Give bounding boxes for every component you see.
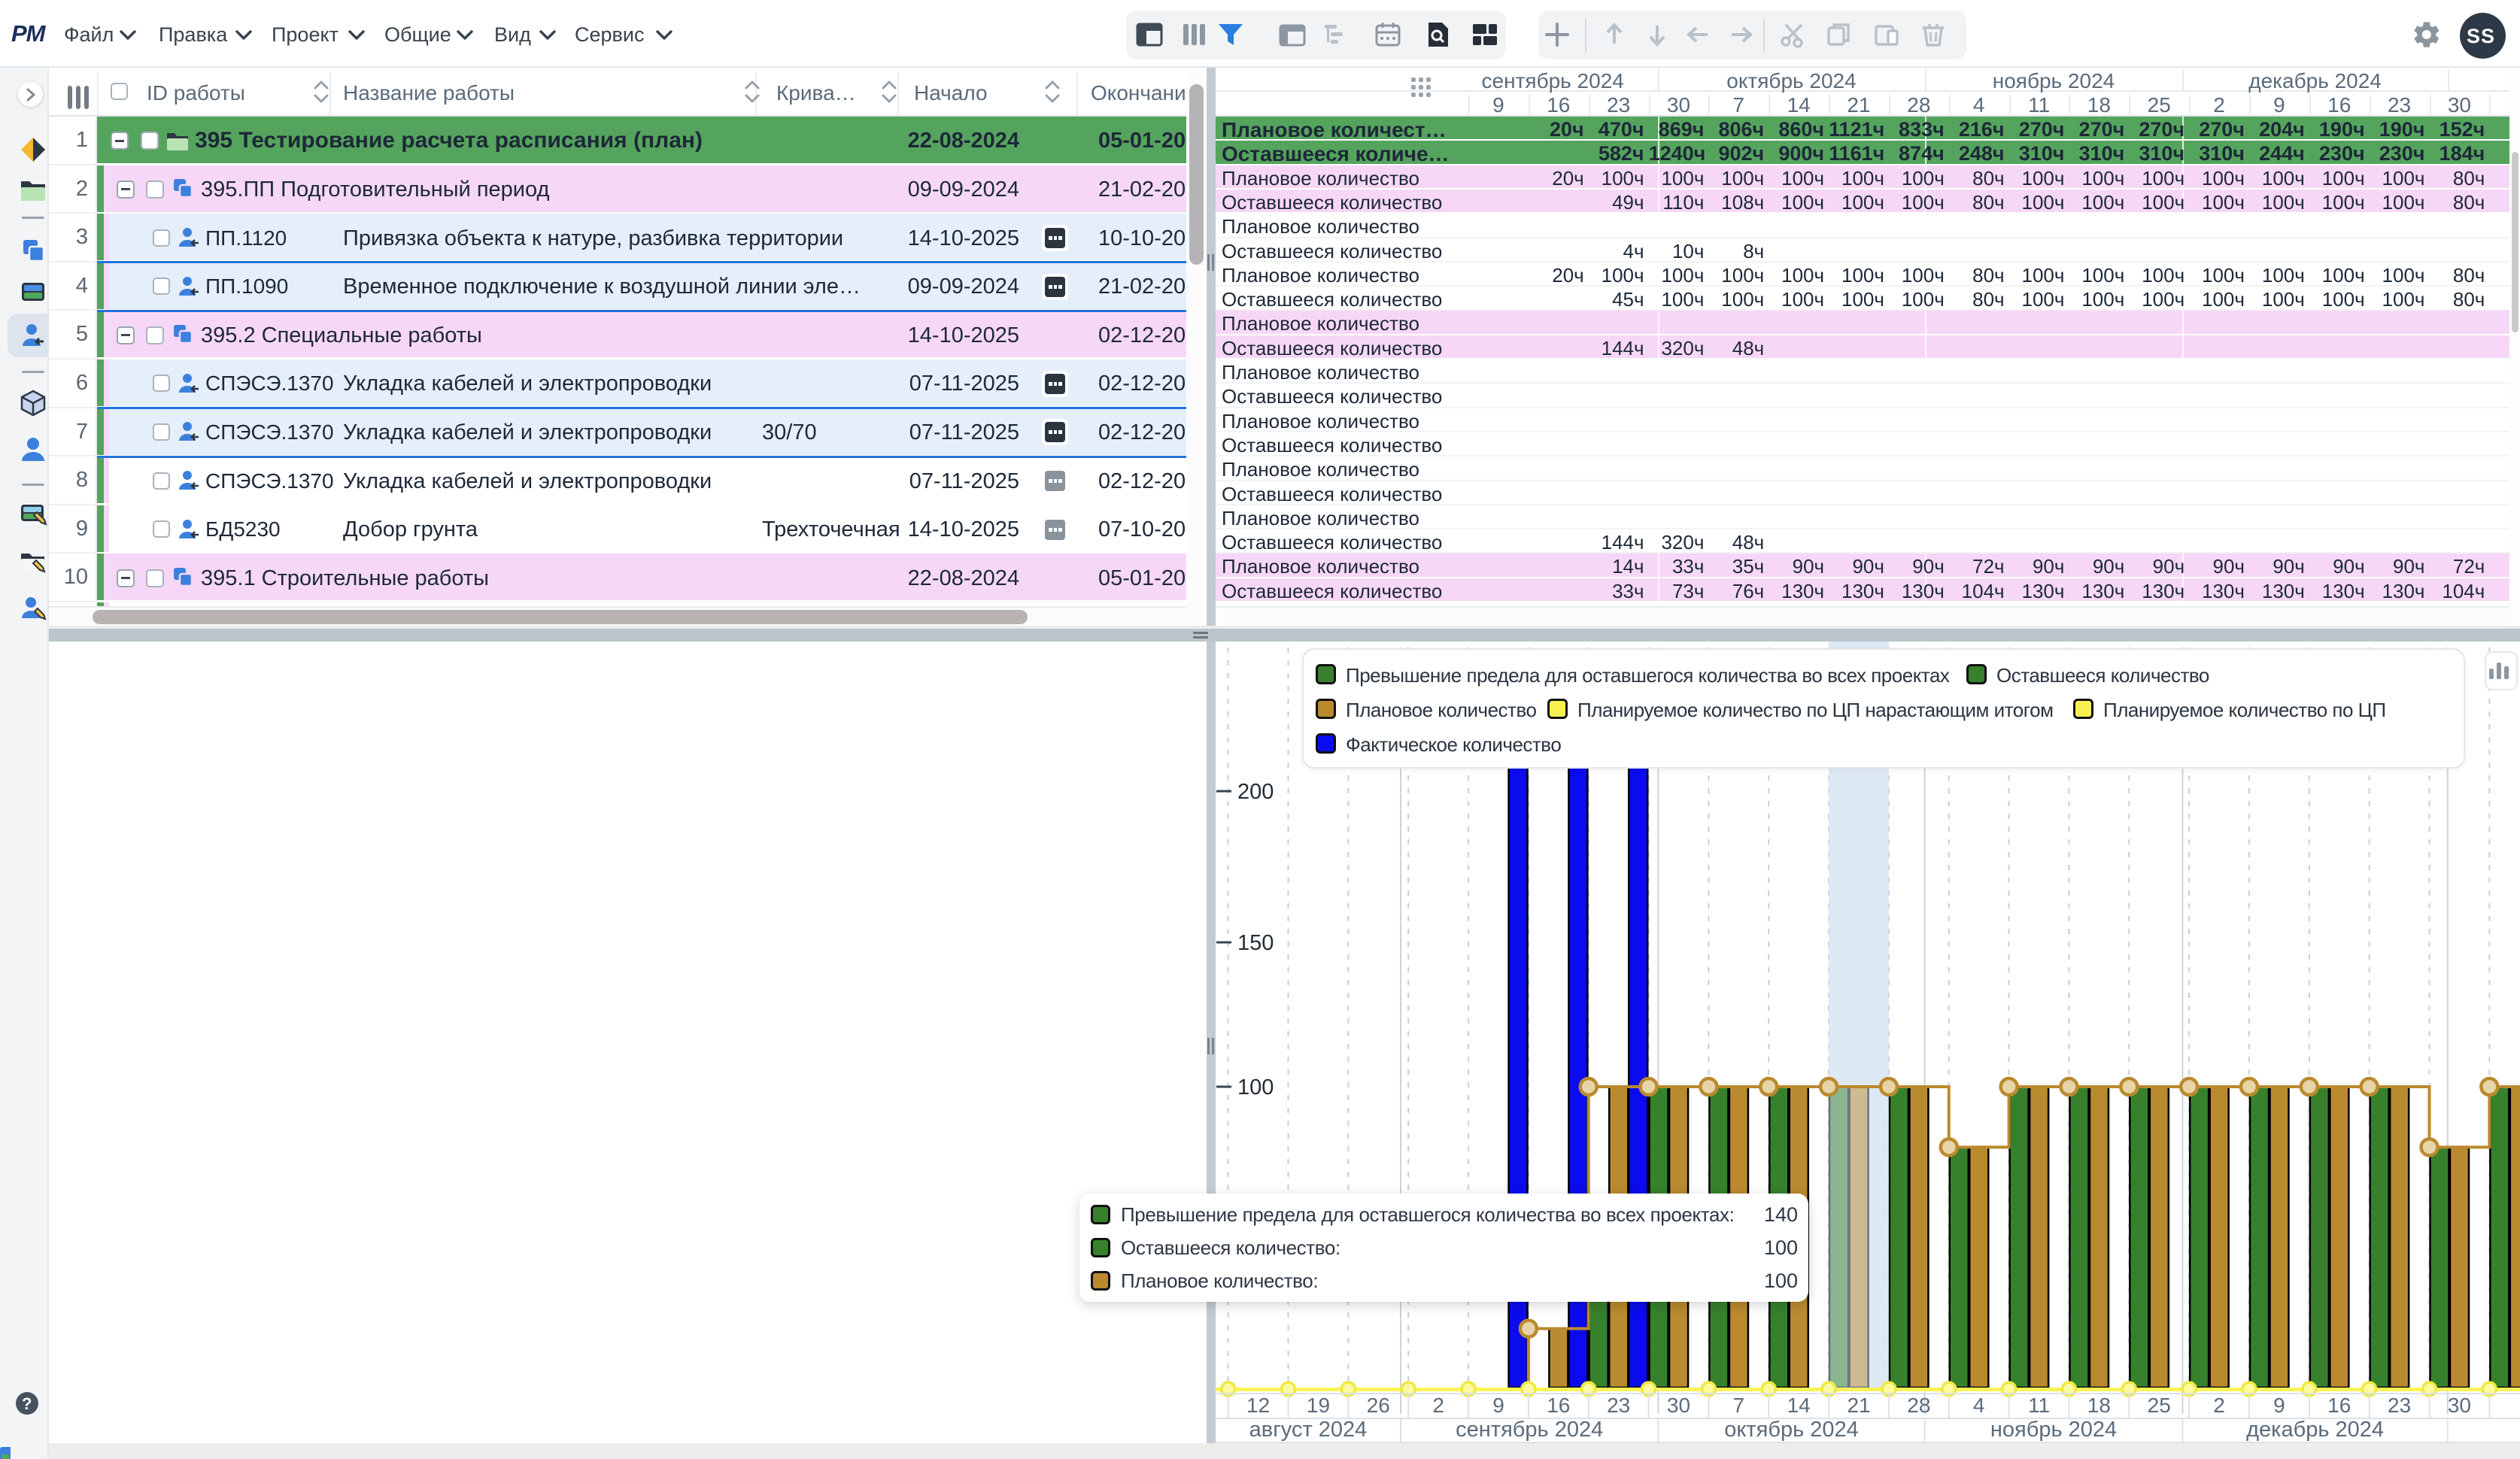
svg-text:150: 150	[1237, 931, 1274, 955]
svg-text:12: 12	[1246, 1394, 1270, 1417]
svg-text:21: 21	[1847, 1394, 1870, 1417]
svg-text:7: 7	[1733, 1394, 1745, 1417]
svg-text:2: 2	[1432, 1394, 1444, 1417]
svg-text:9: 9	[1492, 1394, 1504, 1417]
svg-text:30: 30	[1667, 1394, 1690, 1417]
svg-text:14: 14	[1787, 1394, 1811, 1417]
svg-text:декабрь 2024: декабрь 2024	[2246, 1418, 2384, 1442]
svg-text:23: 23	[1607, 1394, 1630, 1417]
svg-text:9: 9	[2273, 1394, 2285, 1417]
svg-text:18: 18	[2087, 1394, 2111, 1417]
svg-text:4: 4	[1973, 1394, 1985, 1417]
svg-text:30: 30	[2448, 1394, 2471, 1417]
svg-text:26: 26	[1367, 1394, 1390, 1417]
svg-text:11: 11	[2028, 1394, 2050, 1417]
svg-text:16: 16	[2327, 1394, 2351, 1417]
svg-text:ноябрь 2024: ноябрь 2024	[1990, 1418, 2117, 1442]
svg-text:28: 28	[1907, 1394, 1930, 1417]
svg-text:август 2024: август 2024	[1249, 1418, 1368, 1442]
svg-text:октябрь 2024: октябрь 2024	[1724, 1418, 1859, 1442]
svg-text:16: 16	[1547, 1394, 1570, 1417]
svg-text:25: 25	[2148, 1394, 2171, 1417]
svg-text:23: 23	[2388, 1394, 2411, 1417]
svg-text:19: 19	[1307, 1394, 1330, 1417]
svg-text:2: 2	[2213, 1394, 2225, 1417]
svg-text:100: 100	[1237, 1075, 1274, 1100]
svg-text:сентябрь 2024: сентябрь 2024	[1456, 1418, 1603, 1442]
svg-text:200: 200	[1237, 780, 1274, 804]
